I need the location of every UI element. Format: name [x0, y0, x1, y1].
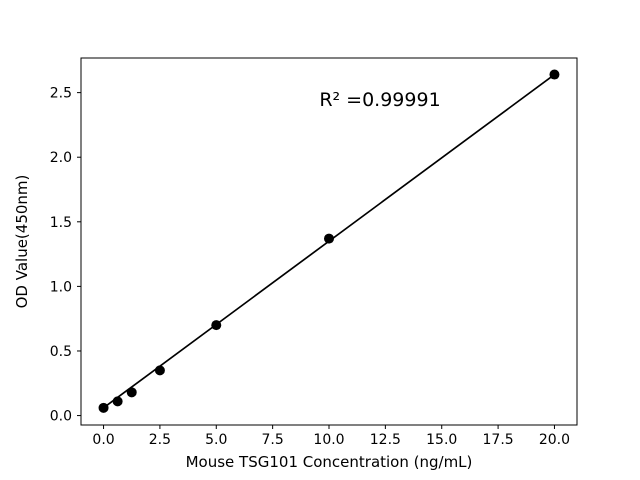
x-axis-label: Mouse TSG101 Concentration (ng/mL): [186, 453, 473, 471]
data-point: [211, 320, 222, 331]
y-tick-label: 1.5: [50, 215, 72, 231]
x-tick-label: 2.5: [149, 432, 171, 448]
x-tick-label: 10.0: [313, 432, 344, 448]
y-tick-label: 0.5: [50, 344, 72, 360]
data-point: [154, 365, 165, 376]
data-point: [98, 402, 109, 413]
data-point: [324, 233, 334, 244]
x-tick-label: 12.5: [370, 432, 401, 448]
y-tick-label: 0.0: [50, 409, 72, 425]
data-point: [549, 69, 560, 80]
x-tick-label: 0.0: [92, 432, 114, 448]
x-tick-label: 5.0: [205, 432, 227, 448]
y-tick-label: 2.0: [50, 150, 72, 166]
x-tick-label: 20.0: [539, 432, 570, 448]
data-point: [126, 387, 137, 398]
x-tick-label: 17.5: [483, 432, 514, 448]
y-tick-label: 1.0: [50, 279, 72, 295]
x-tick-label: 7.5: [262, 432, 284, 448]
r-squared-annotation: R² =0.99991: [319, 89, 440, 111]
y-axis-label: OD Value(450nm): [13, 175, 31, 309]
data-point: [112, 396, 123, 407]
x-tick-label: 15.0: [426, 432, 457, 448]
y-tick-label: 2.5: [50, 86, 72, 102]
